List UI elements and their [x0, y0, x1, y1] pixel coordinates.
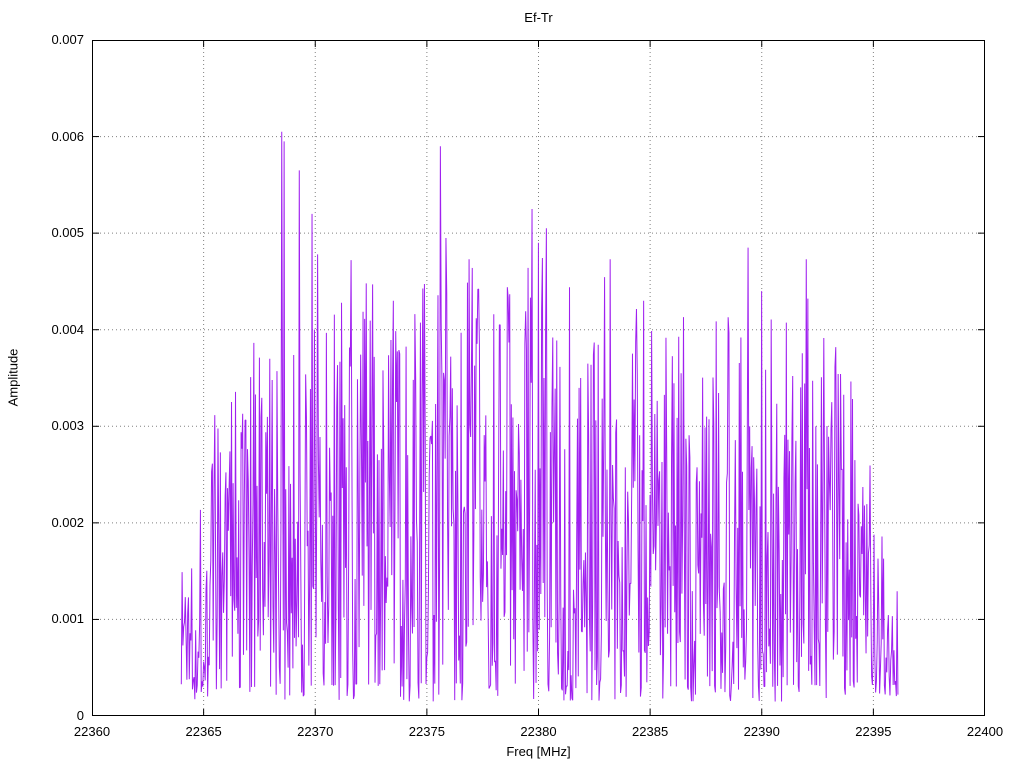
x-tick-label: 22370	[297, 724, 334, 739]
y-tick-label: 0.004	[51, 321, 84, 337]
spectrum-trace	[180, 131, 899, 702]
x-axis-label: Freq [MHz]	[506, 744, 571, 759]
y-tick-label: 0	[76, 708, 84, 723]
x-tick-label: 22365	[185, 724, 222, 739]
y-tick-label: 0.001	[51, 611, 84, 627]
y-tick-label: 0.003	[51, 418, 84, 434]
x-tick-label: 22360	[73, 724, 111, 739]
x-tick-label: 22400	[966, 724, 1004, 739]
y-tick-label: 0.002	[51, 514, 84, 530]
x-tick-label: 22385	[632, 724, 669, 739]
x-tick-label: 22390	[743, 724, 780, 739]
y-tick-label: 0.005	[51, 225, 84, 241]
y-axis-label: Amplitude	[5, 348, 21, 407]
x-tick-label: 22395	[855, 724, 892, 739]
chart-title: Ef-Tr	[524, 10, 553, 25]
x-tick-label: 22375	[408, 724, 445, 739]
x-tick-label: 22380	[520, 724, 557, 739]
plot-area	[92, 40, 985, 716]
y-tick-label: 0.007	[51, 32, 84, 47]
y-tick-label: 0.006	[51, 128, 84, 144]
